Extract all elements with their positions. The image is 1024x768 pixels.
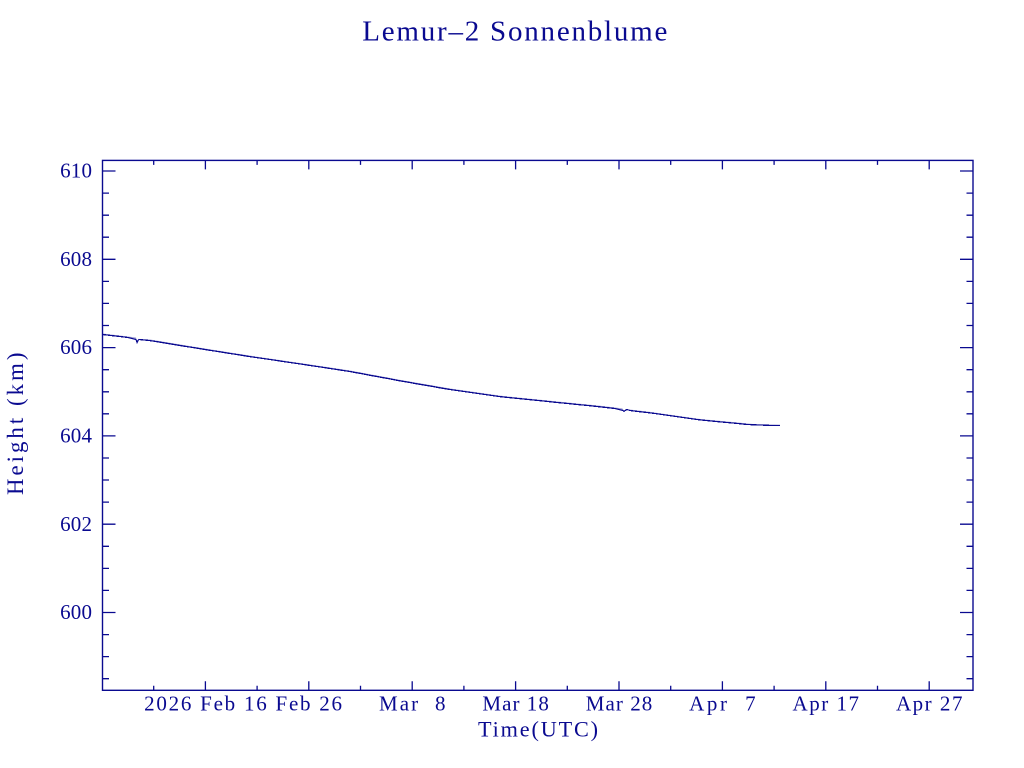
svg-text:604: 604 <box>60 424 92 448</box>
svg-text:Apr 17: Apr 17 <box>793 691 860 715</box>
svg-text:Mar 8: Mar 8 <box>379 691 446 715</box>
svg-text:2026 Feb 16: 2026 Feb 16 <box>144 691 267 715</box>
svg-text:Height (km): Height (km) <box>3 353 28 496</box>
svg-text:Mar 28: Mar 28 <box>586 691 653 715</box>
svg-text:600: 600 <box>60 600 92 624</box>
svg-text:Lemur–2 Sonnenblume: Lemur–2 Sonnenblume <box>362 15 667 47</box>
svg-text:Feb 26: Feb 26 <box>276 691 343 715</box>
svg-text:606: 606 <box>60 335 92 359</box>
svg-text:Apr 27: Apr 27 <box>896 691 963 715</box>
svg-text:Apr 7: Apr 7 <box>689 691 756 715</box>
svg-text:610: 610 <box>60 159 92 183</box>
svg-text:Mar 18: Mar 18 <box>482 691 549 715</box>
svg-text:608: 608 <box>60 247 92 271</box>
svg-text:602: 602 <box>60 512 92 536</box>
svg-text:Time(UTC): Time(UTC) <box>478 717 598 742</box>
